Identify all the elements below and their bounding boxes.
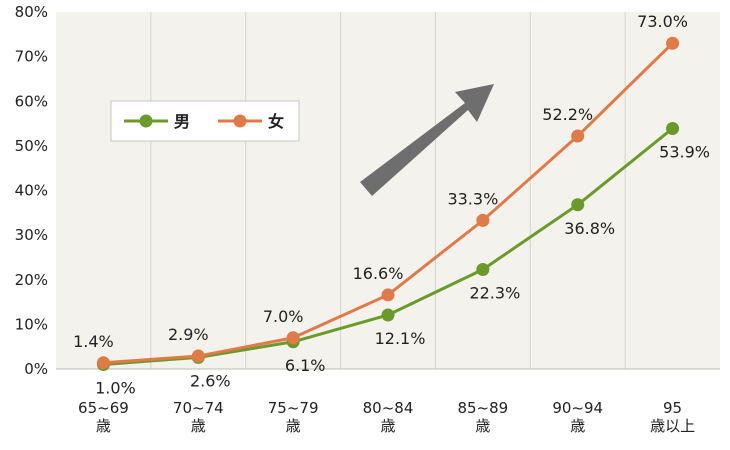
data-point [666,36,680,50]
y-tick-label: 10% [15,315,48,333]
x-tick-label: 歳以上 [650,417,695,435]
data-label: 16.6% [353,264,404,283]
data-label: 1.0% [95,379,136,398]
data-point [571,198,585,212]
legend-label: 女 [268,112,284,131]
y-tick-label: 40% [15,182,48,200]
y-tick-label: 80% [15,3,48,21]
data-point [476,213,490,227]
x-tick-label: 85~89 [457,399,508,417]
data-point [476,262,490,276]
data-label: 53.9% [659,142,710,161]
data-label: 7.0% [263,307,304,326]
data-point [666,121,680,135]
x-tick-label: 歳 [380,417,395,435]
data-point [191,349,205,363]
x-tick-label: 75~79 [268,399,319,417]
y-tick-label: 20% [15,271,48,289]
legend: 男女 [110,100,300,142]
x-tick-label: 歳 [286,417,301,435]
x-tick-label: 歳 [570,417,585,435]
legend-swatch-marker [233,114,247,128]
data-label: 2.6% [190,371,231,390]
y-tick-label: 30% [15,226,48,244]
x-tick-label: 80~84 [363,399,414,417]
y-axis-ticks: 0% 10% 20% 30% 40% 50% 60% 70% 80% [15,3,48,378]
x-tick-label: 歳 [191,417,206,435]
data-point [381,308,395,322]
x-axis-ticks: 65~69歳70~74歳75~79歳80~84歳85~89歳90~94歳95歳以… [78,399,695,435]
data-label: 36.8% [564,219,615,238]
grid-lines [56,12,720,370]
x-tick-label: 95 [663,399,682,417]
data-label: 22.3% [469,283,520,302]
data-label: 12.1% [375,329,426,348]
data-labels: 1.4% 2.9% 7.0% 16.6% 33.3% 52.2% 73.0% 1.0% 2.6%… [73,12,710,397]
legend-label: 男 [174,112,190,131]
y-tick-label: 0% [24,360,48,378]
x-tick-label: 70~74 [173,399,224,417]
data-point [381,288,395,302]
x-tick-label: 歳 [96,417,111,435]
x-tick-label: 65~69 [78,399,129,417]
trend-arrow [360,84,494,196]
y-tick-label: 70% [15,48,48,66]
data-label: 33.3% [447,189,498,208]
data-label: 52.2% [542,105,593,124]
legend-swatch-marker [139,114,153,128]
data-point [96,356,110,370]
series-lines [96,36,680,372]
x-tick-label: 歳 [475,417,490,435]
y-tick-label: 60% [15,92,48,110]
data-label: 73.0% [637,12,688,31]
data-label: 2.9% [168,325,209,344]
data-point [286,331,300,345]
x-tick-label: 90~94 [552,399,603,417]
data-label: 1.4% [73,332,114,351]
data-point [571,129,585,143]
data-label: 6.1% [285,356,326,375]
y-tick-label: 50% [15,137,48,155]
trend-arrow-icon [360,84,494,196]
